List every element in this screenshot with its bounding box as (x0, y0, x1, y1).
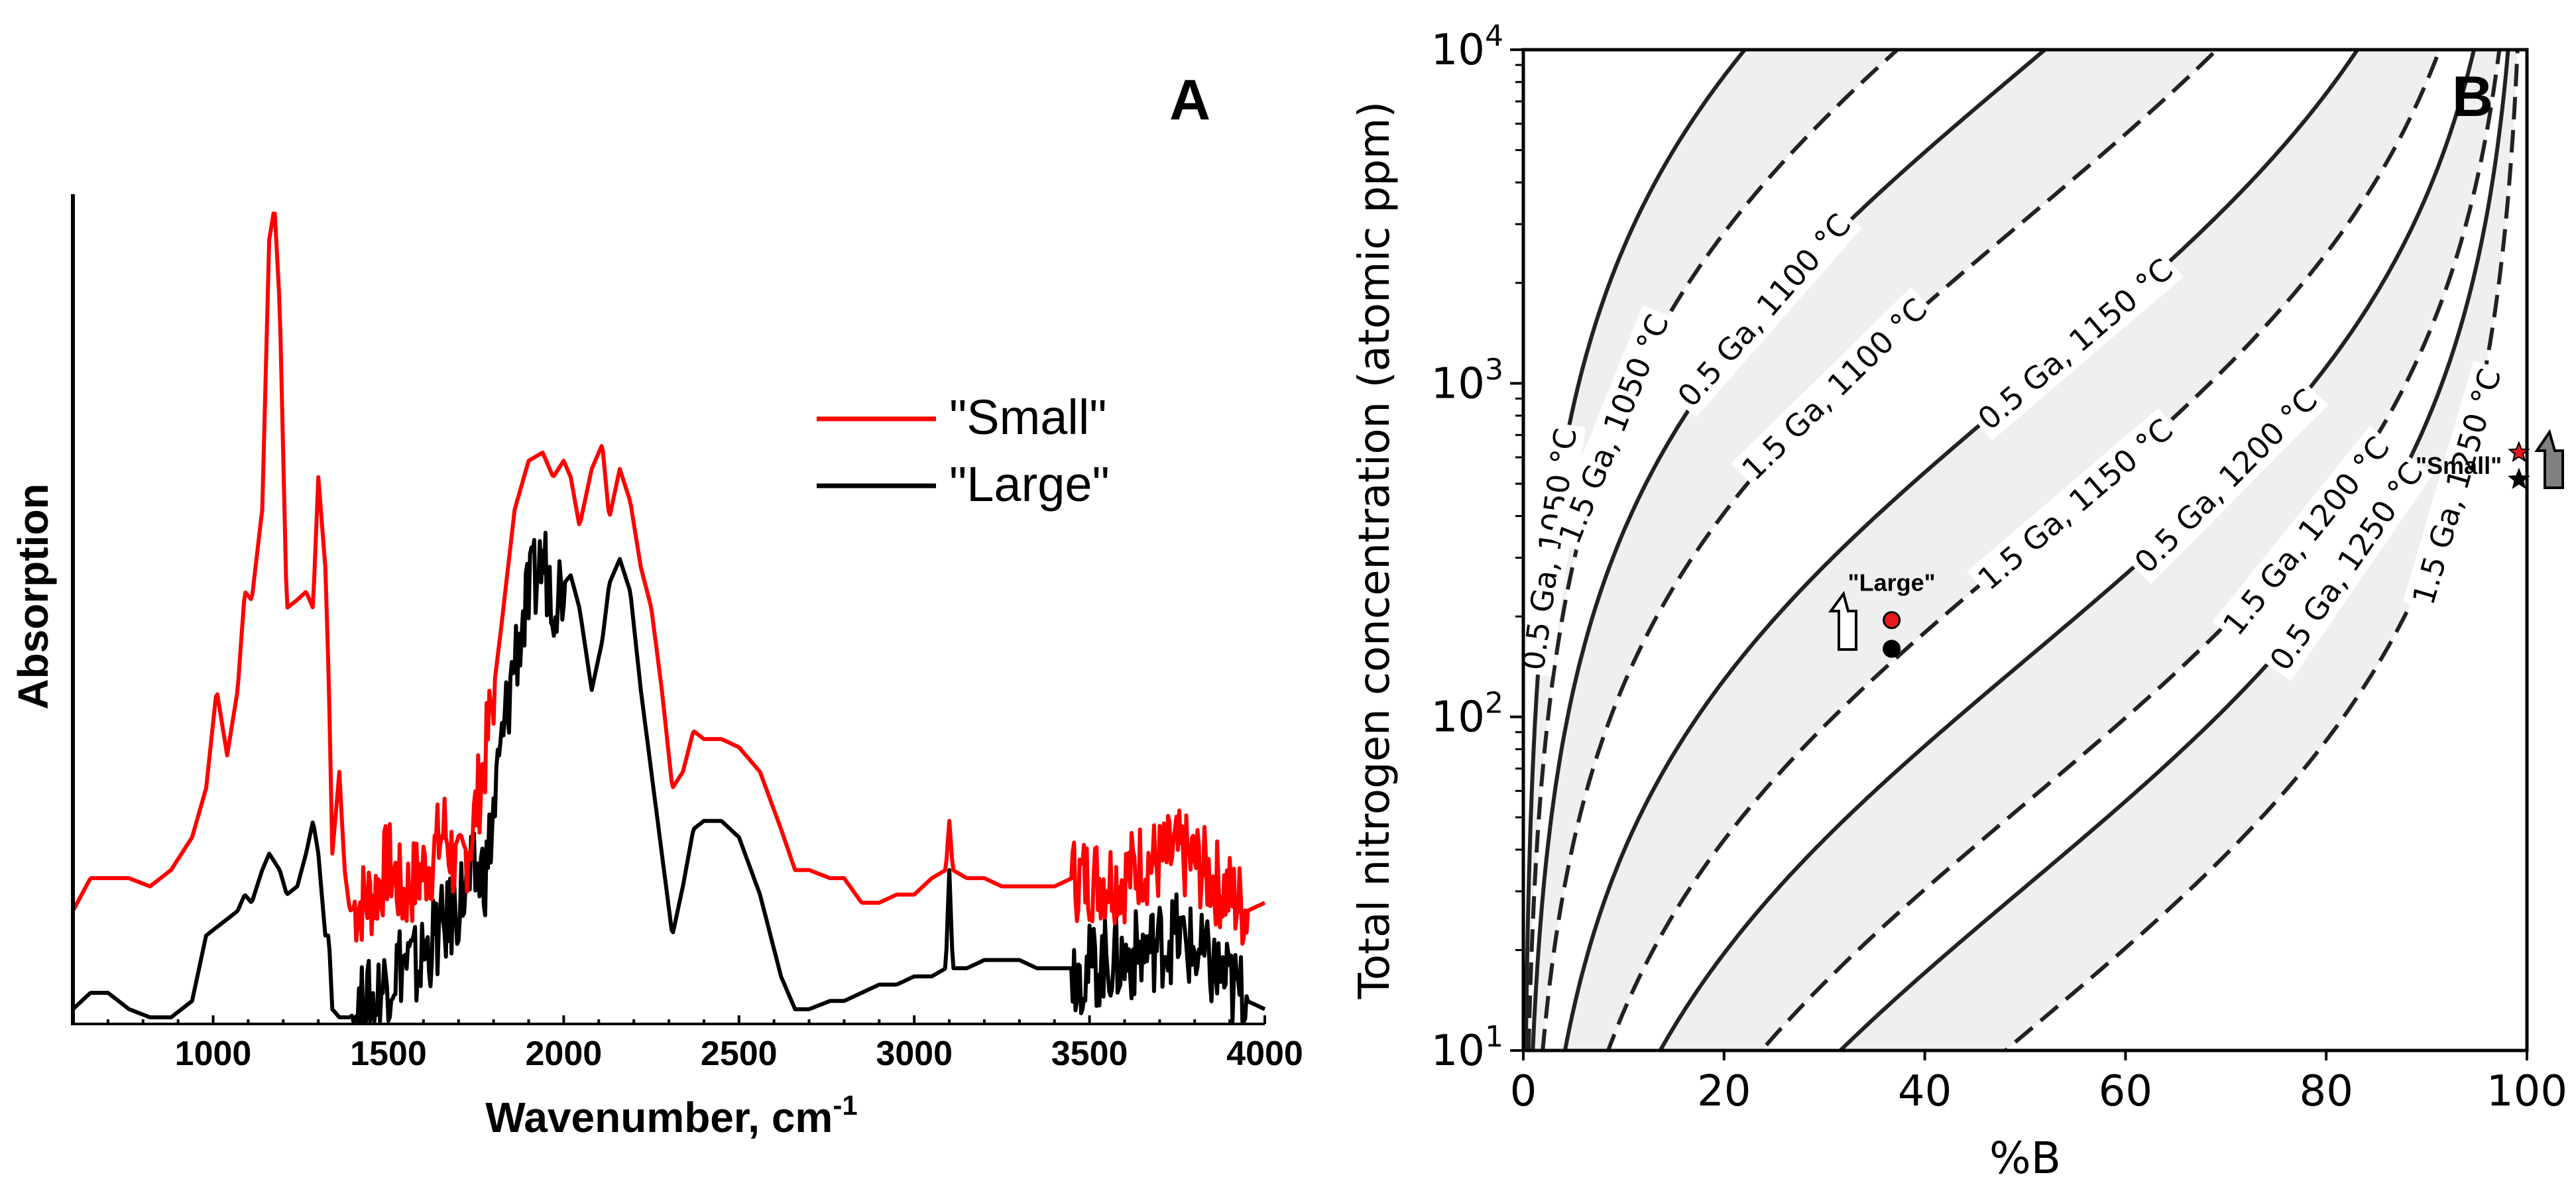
panel-b-y-tick-label: 101 (1431, 1020, 1503, 1076)
y-tick-exponent: 3 (1485, 353, 1503, 386)
shaded-band (1660, 50, 2500, 1050)
panel-b-x-label: %B (1989, 1133, 2061, 1184)
panel-b-x-tick-label: 80 (2299, 1067, 2353, 1116)
curve-label-bg (2259, 451, 2433, 681)
point-annotation: "Small" (2416, 452, 2502, 479)
curve-label-bg (1967, 247, 2184, 441)
y-tick-base: 10 (1431, 693, 1485, 742)
panel-a-legend: "Small" "Large" (817, 390, 1110, 512)
panel-b-x-tick-label: 20 (1697, 1067, 1751, 1116)
curve-1 (1526, 50, 1901, 1050)
panel-b-x-tick-label: 100 (2487, 1067, 2567, 1116)
curve-8 (1837, 50, 2510, 1050)
panel-a: 1000 1500 2000 2500 3000 3500 4000 A Absorptio… (9, 68, 1303, 1141)
panel-b-y-label: Total nitrogen concentration (atomic ppm… (1350, 101, 1399, 999)
curve-label-bg (1513, 422, 1586, 677)
shaded-band (1840, 50, 2518, 1050)
panel-b: 0.5 Ga, 1050 °C1.5 Ga, 1050 °C0.5 Ga, 11… (1350, 19, 2568, 1184)
panel-a-x-tick-label: 4000 (1226, 1035, 1303, 1073)
panel-a-x-tick-label: 2500 (701, 1035, 778, 1073)
large-arrow (1828, 591, 1857, 651)
panel-b-plot-frame (1521, 48, 2529, 1052)
series-line-small (71, 211, 1266, 946)
panel-a-x-tick-label: 1000 (175, 1035, 252, 1073)
curve-7 (1759, 50, 2502, 1050)
small-arrow (2534, 429, 2564, 489)
y-tick-exponent: 4 (1485, 19, 1503, 53)
panel-a-x-label: Wavenumber, cm-1 (485, 1090, 857, 1141)
curve-label-bg (1731, 287, 1938, 491)
panel-a-x-label-text: Wavenumber, cm (485, 1094, 833, 1141)
curve-label-bg (2212, 425, 2400, 646)
y-tick-exponent: 1 (1485, 1020, 1503, 1054)
curve-6 (1658, 50, 2477, 1050)
panel-a-series-layer (71, 211, 1266, 1024)
panel-a-label: A (1169, 68, 1210, 132)
panel-a-y-label: Absorption (9, 483, 57, 709)
panel-b-x-tick-label: 40 (1898, 1067, 1952, 1116)
panel-a-x-label-superscript: -1 (833, 1090, 857, 1121)
panel-b-y-tick-label: 102 (1431, 687, 1503, 742)
point-annotation: "Large" (1848, 569, 1936, 596)
curve-label-bg (1549, 305, 1679, 553)
panel-a-x-tick-label: 2000 (526, 1035, 603, 1073)
panel-a-x-tick-label: 3000 (876, 1035, 953, 1073)
legend-label-small: "Small" (949, 390, 1107, 445)
y-tick-base: 10 (1431, 359, 1485, 408)
curve-label-bg (2402, 360, 2511, 613)
panel-b-y-tick-label: 104 (1431, 19, 1503, 75)
panel-a-x-tick-label: 1500 (350, 1035, 427, 1073)
shaded-band (1533, 50, 2217, 1050)
panel-a-x-tick-label: 3500 (1051, 1035, 1128, 1073)
point-large-initial (1883, 640, 1901, 658)
curve-label-bg (1667, 203, 1862, 418)
curve-label-bg (1967, 408, 2184, 601)
panel-b-x-tick-label: 0 (1510, 1067, 1537, 1116)
shaded-band (1525, 50, 1898, 1050)
point-large-measured (1883, 611, 1901, 630)
panel-b-points: "Large" "Small" (1848, 441, 2530, 658)
point-small-measured (2507, 441, 2530, 463)
y-tick-base: 10 (1431, 26, 1485, 75)
point-small-initial (2507, 467, 2530, 489)
y-tick-exponent: 2 (1485, 687, 1503, 720)
curve-label-bg (2123, 378, 2328, 585)
legend-label-large: "Large" (949, 457, 1110, 512)
panel-b-x-tick-label: 60 (2099, 1067, 2152, 1116)
panel-b-y-tick-label: 103 (1431, 353, 1503, 408)
panel-b-label: B (2452, 65, 2493, 129)
panel-a-ticks: 1000 1500 2000 2500 3000 3500 4000 (106, 1015, 1303, 1073)
y-tick-base: 10 (1431, 1027, 1485, 1076)
series-line-large (71, 530, 1266, 1024)
